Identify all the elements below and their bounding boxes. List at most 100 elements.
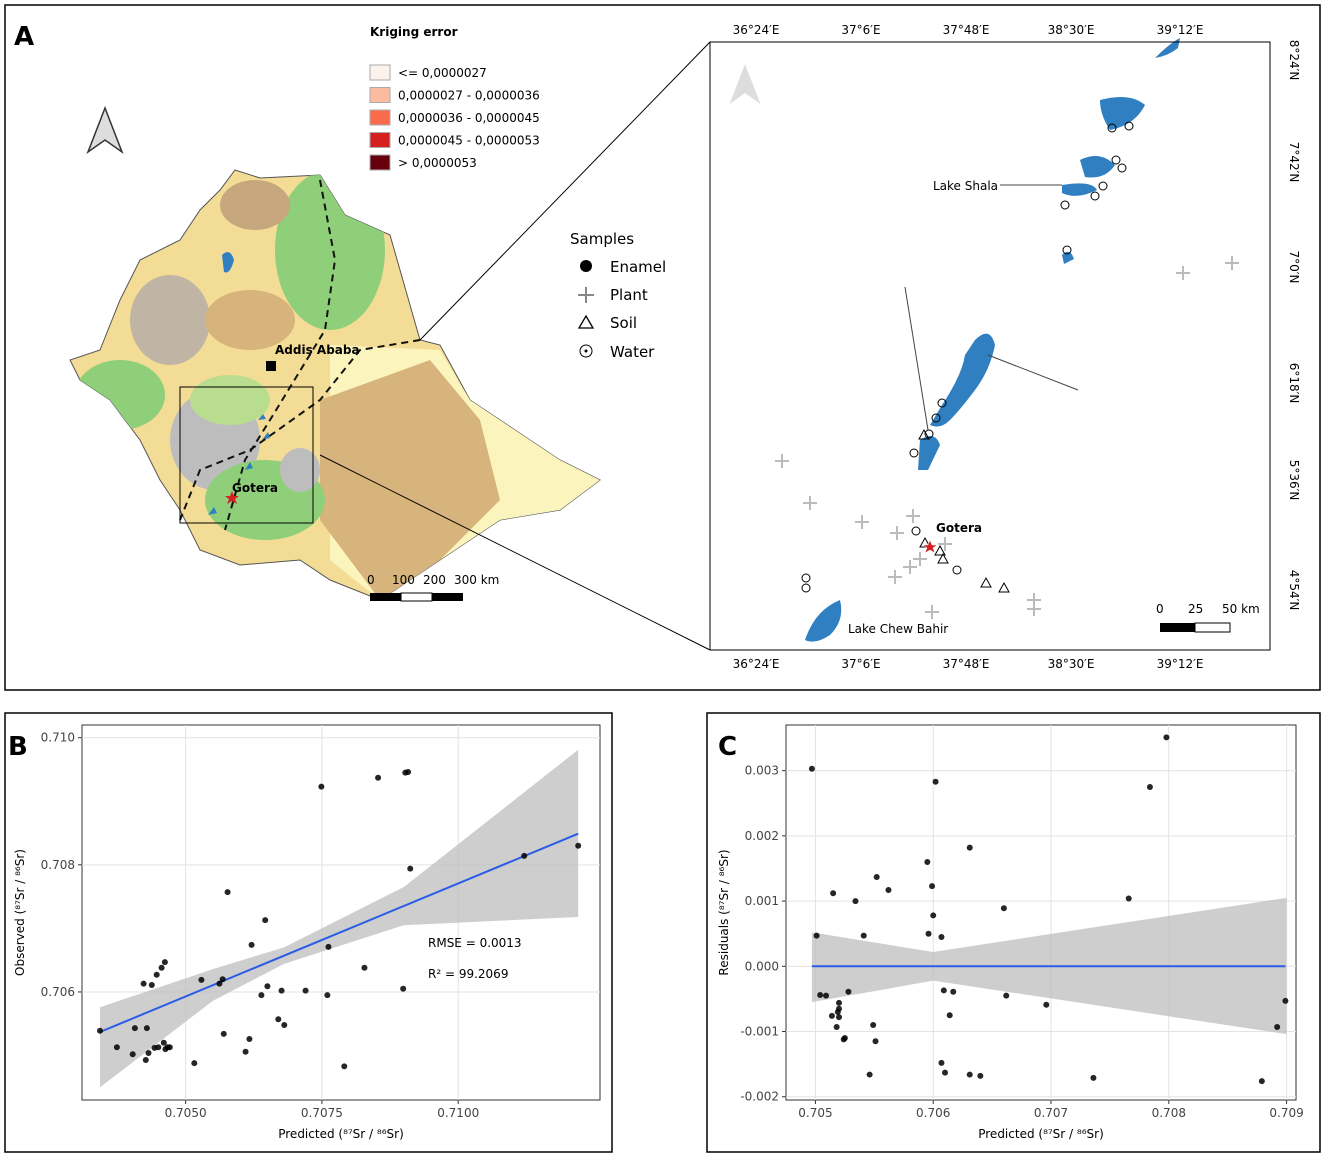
- legend-label: > 0,0000053: [398, 156, 477, 170]
- y-tick-label: 0.002: [745, 829, 779, 843]
- water-sample: [911, 526, 921, 536]
- point: [275, 1016, 282, 1023]
- x-tick-label: 0.7075: [301, 1106, 343, 1120]
- lon-label: 37°48′E: [943, 657, 990, 671]
- panel-label: B: [8, 732, 28, 762]
- point: [281, 1022, 288, 1028]
- point: [924, 858, 931, 865]
- lake: [222, 251, 234, 273]
- x-tick-label: 0.7100: [437, 1106, 479, 1120]
- point: [966, 1071, 973, 1078]
- symbol-water: [579, 344, 593, 358]
- scale-label: 300 km: [454, 573, 499, 587]
- samples-item: Soil: [610, 314, 637, 332]
- site-marker: [225, 491, 239, 504]
- point: [1003, 992, 1010, 999]
- scale-label: 100: [392, 573, 415, 587]
- lon-label: 39°12′E: [1157, 23, 1204, 37]
- point: [866, 1071, 873, 1078]
- water-sample: [952, 565, 962, 575]
- point: [946, 1012, 953, 1019]
- overview-map: Addis Ababa Gotera 0 100 200 300 km: [69, 41, 711, 651]
- point: [930, 912, 937, 919]
- point: [942, 1069, 949, 1076]
- water-sample: [1062, 245, 1072, 255]
- water-sample: [909, 448, 919, 458]
- point: [1282, 997, 1289, 1004]
- point: [929, 883, 936, 890]
- x-tick-label: 0.707: [1034, 1106, 1068, 1120]
- point: [932, 778, 939, 785]
- point: [1258, 1078, 1265, 1085]
- zoom-line: [319, 454, 711, 651]
- legend-label: 0,0000027 - 0,0000036: [398, 89, 540, 103]
- point: [836, 1005, 843, 1012]
- point: [828, 1012, 835, 1019]
- north-arrow: [726, 59, 764, 109]
- point: [153, 971, 160, 978]
- lake-label: Lake Chamo: [834, 272, 908, 286]
- point: [224, 889, 231, 896]
- point: [242, 1048, 249, 1055]
- point: [830, 890, 837, 897]
- x-axis-label: Predicted (⁸⁷Sr / ⁸⁶Sr): [978, 1127, 1104, 1141]
- y-tick-label: -0.001: [740, 1025, 779, 1039]
- x-axis-label: Predicted (⁸⁷Sr / ⁸⁶Sr): [278, 1127, 404, 1141]
- panel-frame: [4, 712, 613, 1153]
- y-tick-label: 0.000: [745, 959, 779, 973]
- point: [143, 1025, 150, 1032]
- region: [220, 180, 290, 230]
- region: [130, 275, 210, 365]
- scale-bar: [400, 592, 433, 602]
- legend-title: Kriging error: [370, 25, 458, 39]
- point: [161, 959, 168, 966]
- point: [873, 873, 880, 880]
- point: [836, 999, 843, 1006]
- point: [950, 988, 957, 995]
- water-sample: [801, 573, 811, 583]
- point: [817, 992, 824, 998]
- lon-label: 36°24′E: [733, 23, 780, 37]
- point: [1090, 1074, 1097, 1081]
- x-tick-label: 0.708: [1152, 1106, 1186, 1120]
- lon-label: 37°6′E: [841, 657, 880, 671]
- point: [318, 783, 325, 790]
- point: [341, 1063, 348, 1070]
- point: [813, 932, 820, 939]
- water-sample: [1090, 191, 1100, 201]
- point: [160, 1039, 167, 1046]
- samples-item: Water: [610, 343, 655, 361]
- point: [219, 976, 226, 983]
- symbol-enamel: [580, 260, 592, 272]
- water-sample: [937, 398, 947, 408]
- y-tick-label: 0.706: [41, 985, 75, 999]
- site-label: Gotera: [232, 481, 278, 495]
- lat-label: 5°36′N: [1287, 460, 1301, 501]
- rift-boundary: [224, 179, 337, 531]
- water-sample: [801, 583, 811, 593]
- water-sample: [1124, 121, 1134, 131]
- point: [852, 898, 859, 905]
- point: [278, 987, 285, 994]
- plant-sample: [775, 256, 1239, 619]
- point: [845, 988, 852, 995]
- site-label: Gotera: [936, 521, 982, 535]
- legend-label: 0,0000036 - 0,0000045: [398, 111, 540, 125]
- legend: <= 0,0000027 0,0000027 - 0,0000036 0,00000…: [369, 64, 540, 171]
- point: [324, 992, 331, 999]
- confidence-band: [99, 749, 579, 1088]
- scale-label: 25: [1188, 602, 1203, 616]
- lon-label: 38°30′E: [1048, 23, 1095, 37]
- lon-label: 36°24′E: [733, 657, 780, 671]
- point: [808, 765, 815, 772]
- y-tick-label: 0.001: [745, 894, 779, 908]
- legend-swatch: [369, 154, 391, 171]
- point: [575, 842, 582, 849]
- samples-item: Enamel: [610, 258, 666, 276]
- water-sample: [1107, 123, 1117, 133]
- rift-boundary: [179, 339, 421, 521]
- point: [220, 1030, 227, 1037]
- y-tick-label: -0.002: [740, 1090, 779, 1104]
- point: [407, 865, 414, 872]
- x-tick-label: 0.706: [916, 1106, 950, 1120]
